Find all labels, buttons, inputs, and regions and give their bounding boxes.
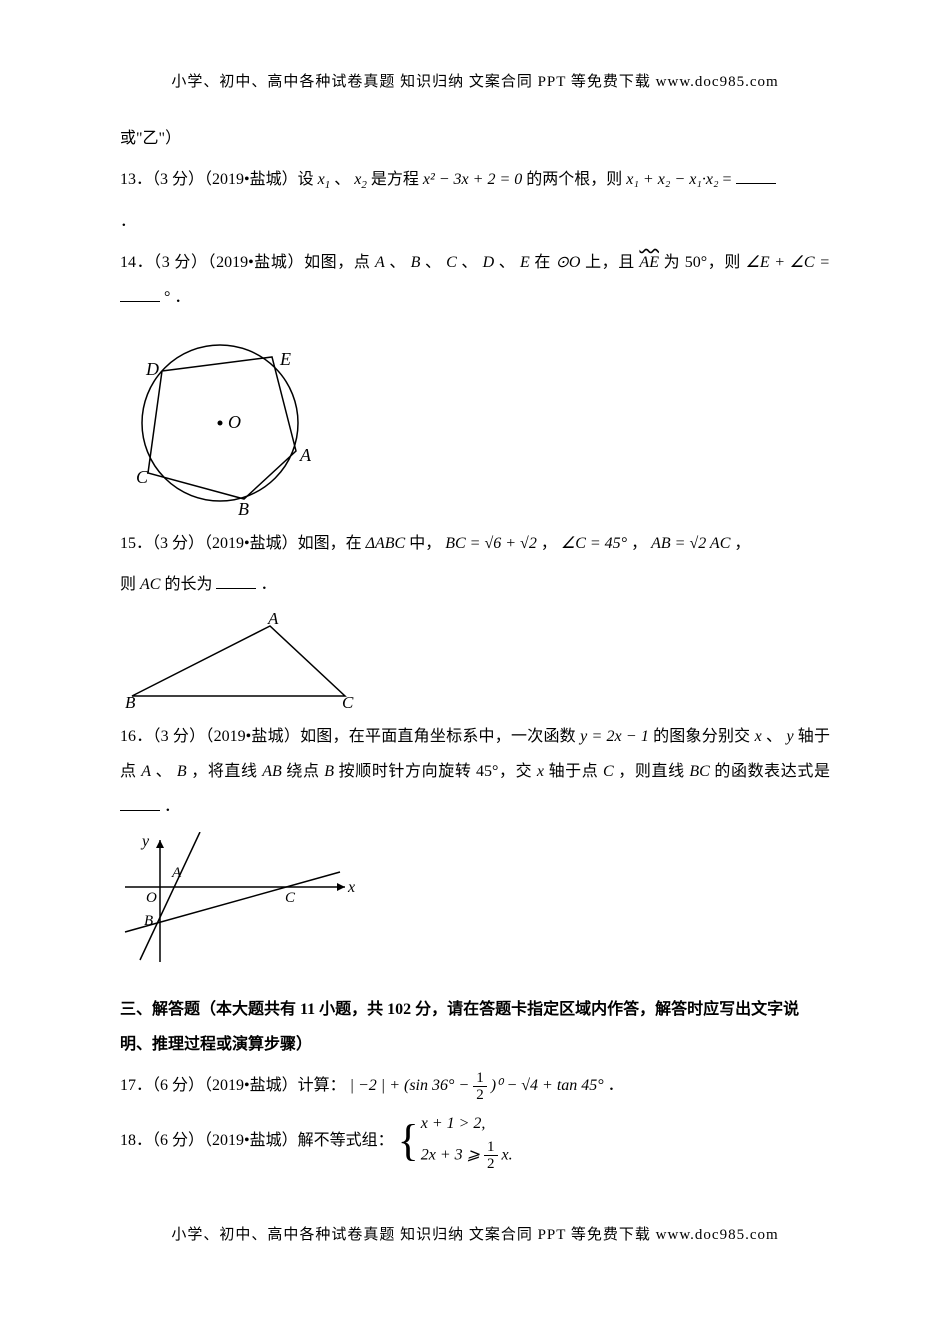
line-AB: AB [262,763,282,780]
pt-E: E [520,254,530,271]
brace-icon: { [398,1121,419,1161]
ineq-1: x + 1 > 2, [421,1115,486,1132]
q13-sep3: 的两个根，则 [526,171,626,188]
triangle-ABC: ΔABC [366,535,406,552]
ineq-2a: 2x + 3 ⩾ [421,1146,484,1163]
q17-prefix: 17．（6 分）（2019•盐城）计算： [120,1077,346,1094]
point-B2: B [177,763,187,780]
q13-sep2: 是方程 [371,171,423,188]
page-header: 小学、初中、高中各种试卷真题 知识归纳 文案合同 PPT 等免费下载 www.d… [120,70,830,91]
svg-text:O: O [228,412,241,432]
circle-O: ⊙O [556,254,581,271]
svg-text:C: C [136,467,149,487]
question-13: 13．（3 分）（2019•盐城）设 x1 、 x2 是方程 x² − 3x +… [120,162,830,197]
axis-x2: x [537,763,544,780]
angle-C: ∠C = 45° [561,535,627,552]
svg-text:y: y [140,833,150,850]
bc-val: BC = √6 + √2 [445,535,537,552]
ab-val: AB = √2 AC [651,535,730,552]
arc-AE: AE [639,254,659,271]
question-18: 18．（6 分）（2019•盐城）解不等式组： { x + 1 > 2, 2x … [120,1110,830,1173]
pt-A: A [375,254,385,271]
section-3-title: 三、解答题（本大题共有 11 小题，共 102 分，请在答题卡指定区域内作答，解… [120,992,830,1062]
angle-sum: ∠E + ∠C = [746,254,831,271]
figure-circle: O D E A C B [120,323,830,518]
svg-text:B: B [238,499,249,518]
pt-B: B [411,254,421,271]
q18-prefix: 18．（6 分）（2019•盐城）解不等式组： [120,1132,394,1149]
frac-half-2: 12 [484,1139,498,1173]
blank-13 [736,167,776,184]
question-15b: 则 AC 的长为 ． [120,567,830,602]
frac-half: 12 [473,1070,487,1104]
svg-text:D: D [145,359,159,379]
page-footer: 小学、初中、高中各种试卷真题 知识归纳 文案合同 PPT 等免费下载 www.d… [120,1223,830,1244]
svg-text:A: A [171,865,182,881]
svg-text:A: A [267,611,279,628]
var-x1: x1 [318,171,331,188]
q13-poly: x² − 3x + 2 = 0 [423,171,522,188]
svg-text:C: C [285,890,296,906]
figure-triangle: B A C [120,611,830,711]
q14-prefix: 14．（3 分）（2019•盐城）如图，点 [120,254,375,271]
svg-text:C: C [342,693,354,711]
q13-prefix: 13．（3 分）（2019•盐城）设 [120,171,314,188]
axis-x: x [755,728,762,745]
point-A2: A [141,763,151,780]
q12-tail: 或"乙"） [120,121,830,156]
var-x2: x2 [354,171,367,188]
svg-text:E: E [279,349,291,369]
q13-sum: x₁ + x₂ − x₁·x₂ [626,171,718,188]
seg-AC: AC [140,576,160,593]
q13-eq: = [723,171,736,188]
point-C2: C [603,763,614,780]
q15-prefix: 15．（3 分）（2019•盐城）如图，在 [120,535,366,552]
question-14: 14．（3 分）（2019•盐城）如图，点 A 、 B 、 C 、 D 、 E … [120,245,830,315]
svg-text:A: A [299,445,312,465]
y-func: y = 2x − 1 [580,728,649,745]
blank-14 [120,285,160,302]
blank-15 [216,572,256,589]
svg-text:x: x [347,879,355,896]
pt-C: C [446,254,457,271]
point-B3: B [324,763,334,780]
line-BC: BC [689,763,709,780]
q17-expr-a: | −2 | + (sin 36° − [350,1077,474,1094]
q13-period: ． [120,204,830,239]
pt-D: D [483,254,495,271]
svg-text:B: B [144,913,153,929]
blank-16 [120,794,160,811]
svg-text:O: O [146,890,157,906]
svg-text:B: B [125,693,136,711]
question-16: 16．（3 分）（2019•盐城）如图，在平面直角坐标系中，一次函数 y = 2… [120,719,830,825]
question-17: 17．（6 分）（2019•盐城）计算： | −2 | + (sin 36° −… [120,1068,830,1103]
figure-axes: x y O A B C [120,832,830,972]
inequality-system: { x + 1 > 2, 2x + 3 ⩾ 12 x. [398,1110,513,1173]
ineq-2b: x. [502,1146,513,1163]
q17-expr-b: )⁰ − √4 + tan 45° [491,1077,604,1094]
q16-prefix: 16．（3 分）（2019•盐城）如图，在平面直角坐标系中，一次函数 [120,728,580,745]
axis-y: y [786,728,793,745]
question-15: 15．（3 分）（2019•盐城）如图，在 ΔABC 中， BC = √6 + … [120,526,830,561]
q13-sep1: 、 [334,171,350,188]
